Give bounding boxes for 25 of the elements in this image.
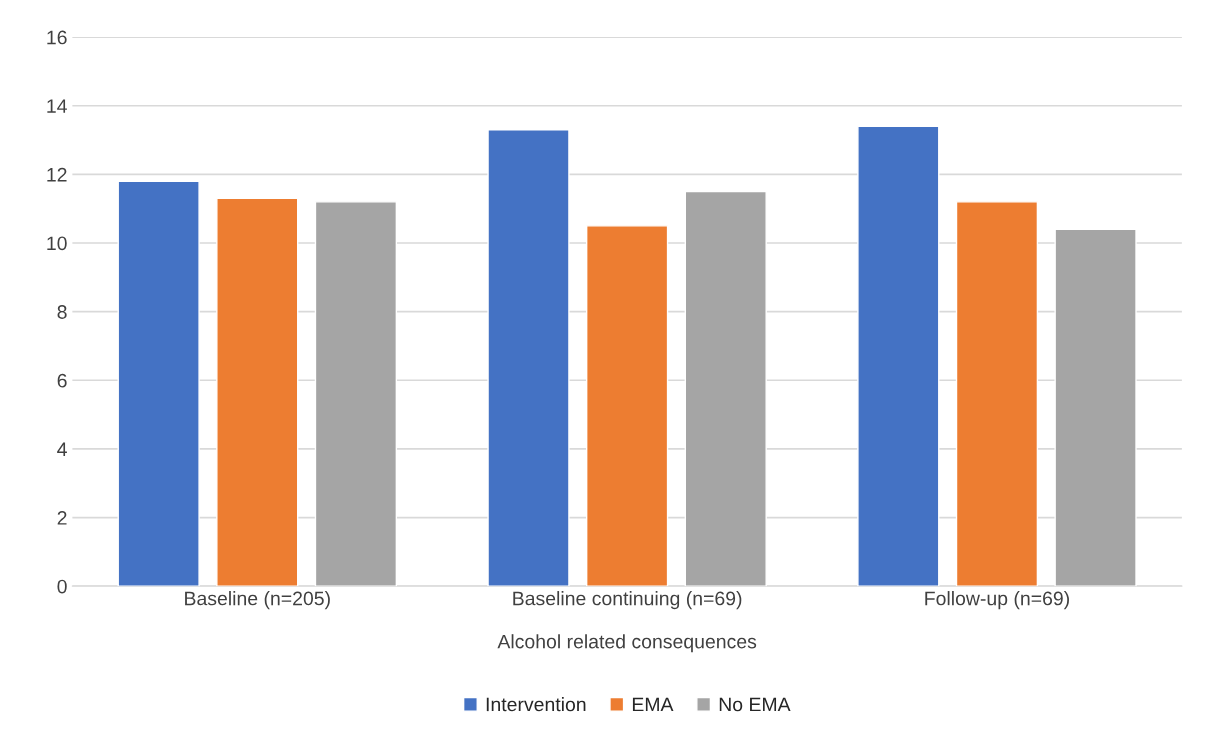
bar xyxy=(314,201,398,587)
legend-label: EMA xyxy=(632,697,674,712)
legend-label: Intervention xyxy=(486,697,586,712)
bar xyxy=(1054,228,1137,587)
bar xyxy=(585,225,669,587)
x-tick-label: Baseline (n=205) xyxy=(185,591,330,610)
bar xyxy=(955,201,1039,587)
bar xyxy=(857,125,940,587)
y-tick-label: 16 xyxy=(47,30,67,45)
y-tick-label: 10 xyxy=(47,236,67,251)
y-tick-label: 12 xyxy=(47,167,67,182)
y-tick-label: 8 xyxy=(57,305,67,319)
bar xyxy=(487,129,570,587)
bar xyxy=(117,180,200,587)
x-tick-label: Baseline continuing (n=69) xyxy=(513,591,742,610)
y-tick-label: 0 xyxy=(57,579,67,594)
legend-label: No EMA xyxy=(719,697,791,712)
y-tick-label: 2 xyxy=(57,511,67,525)
y-tick-label: 4 xyxy=(57,442,67,456)
x-axis-title: Alcohol related consequences xyxy=(497,634,757,653)
bar xyxy=(684,190,767,587)
y-tick-label: 14 xyxy=(47,99,67,113)
y-tick-label: 6 xyxy=(57,373,67,388)
bar xyxy=(216,197,299,587)
x-tick-label: Follow-up (n=69) xyxy=(925,591,1069,610)
